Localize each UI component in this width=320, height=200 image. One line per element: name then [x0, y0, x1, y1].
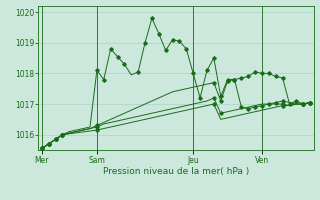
X-axis label: Pression niveau de la mer( hPa ): Pression niveau de la mer( hPa )	[103, 167, 249, 176]
